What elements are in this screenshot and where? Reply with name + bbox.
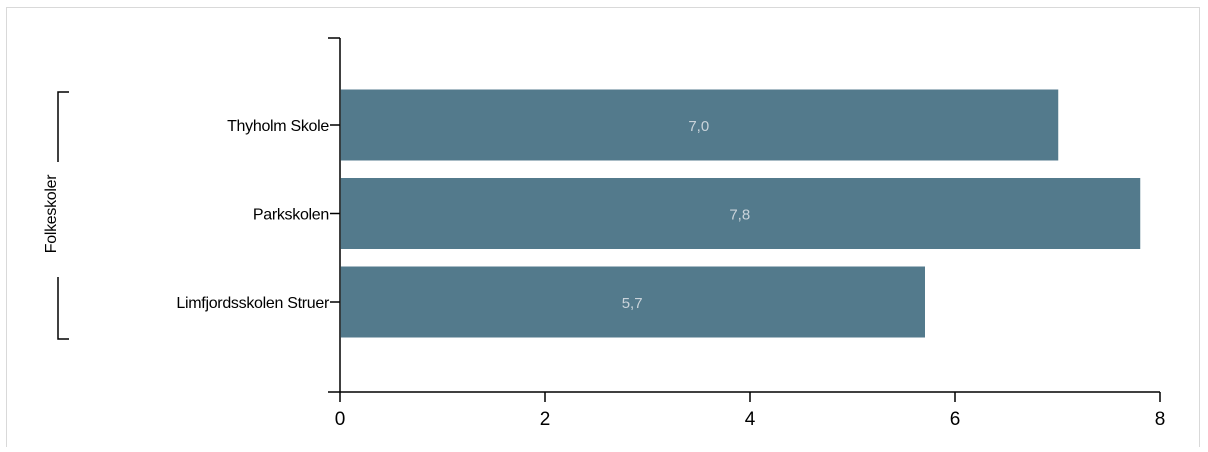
category-group: Folkeskoler bbox=[43, 91, 69, 340]
x-tick-label: 4 bbox=[745, 409, 756, 430]
x-tick-label: 6 bbox=[950, 409, 961, 430]
x-tick-label: 2 bbox=[540, 409, 551, 430]
bar bbox=[340, 178, 1141, 249]
bar-value-label: 7,8 bbox=[729, 207, 750, 224]
axes bbox=[328, 37, 1161, 402]
bar-value-label: 5,7 bbox=[622, 295, 643, 312]
category-label: Parkskolen bbox=[253, 207, 329, 224]
bars bbox=[340, 89, 1141, 338]
category-label: Thyholm Skole bbox=[227, 118, 329, 135]
labels: 0 2 4 6 8 Thyholm Skole 7,0 Parkskolen 7,8 Limfjo… bbox=[176, 118, 1165, 430]
bar bbox=[340, 89, 1059, 161]
group-bracket bbox=[57, 91, 69, 340]
group-label: Folkeskoler bbox=[43, 174, 60, 253]
chart-frame bbox=[6, 7, 1200, 447]
x-tick-label: 0 bbox=[335, 409, 346, 430]
x-tick-label: 8 bbox=[1155, 409, 1166, 430]
category-label: Limfjordsskolen Struer bbox=[176, 295, 330, 312]
bar bbox=[340, 266, 925, 338]
bar-value-label: 7,0 bbox=[688, 118, 709, 135]
